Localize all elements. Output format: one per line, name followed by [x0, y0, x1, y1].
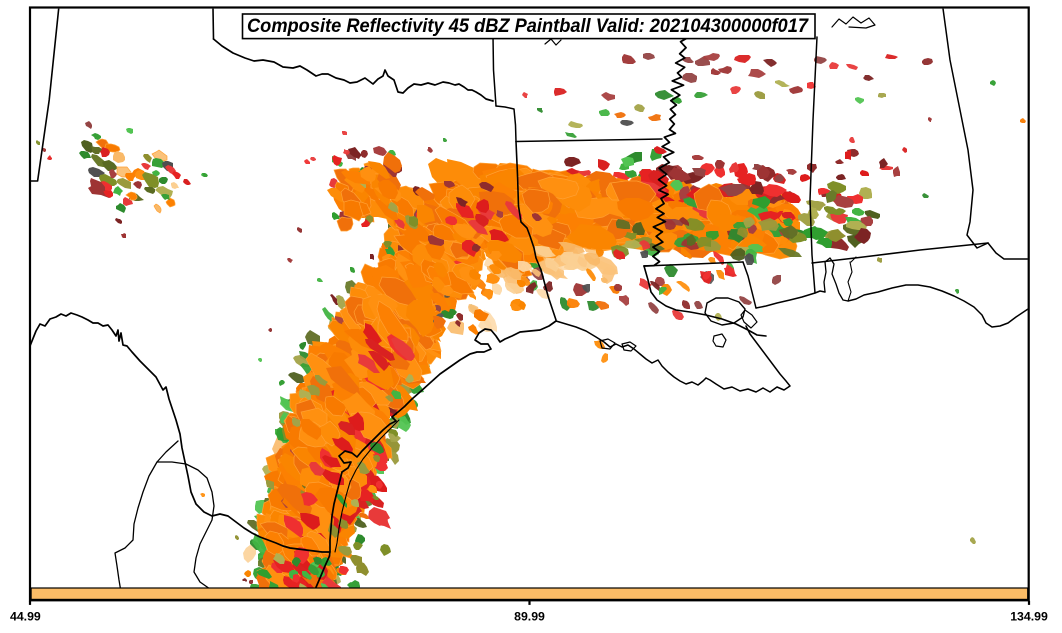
svg-text:134.99: 134.99: [1010, 610, 1048, 624]
svg-text:Composite Reflectivity 45 dBZ: Composite Reflectivity 45 dBZ Paintball …: [247, 16, 809, 37]
svg-text:89.99: 89.99: [514, 610, 545, 624]
svg-text:44.99: 44.99: [10, 610, 41, 624]
